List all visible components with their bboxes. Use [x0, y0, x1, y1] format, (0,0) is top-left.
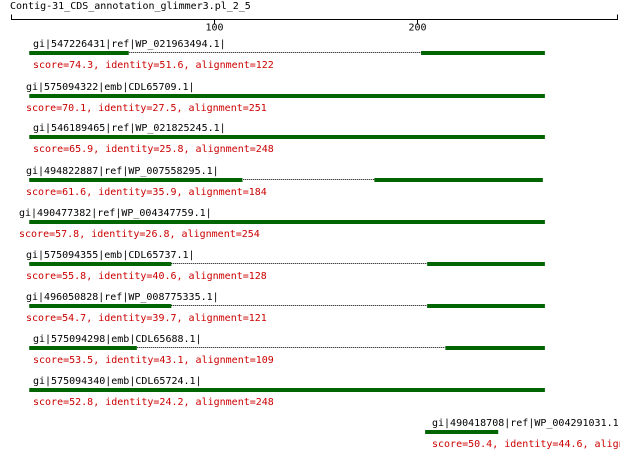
hit-list: gi|547226431|ref|WP_021963494.1| score=74… — [19, 39, 620, 450]
hit-label: gi|494822887|ref|WP_007558295.1| — [26, 166, 219, 177]
hit-segment-bar — [445, 346, 545, 350]
hit-row: gi|494822887|ref|WP_007558295.1| score=61… — [26, 166, 543, 198]
hit-segment-bar — [29, 178, 243, 182]
axis-tick-label: 100 — [205, 23, 223, 34]
hit-segment-bar — [374, 178, 543, 182]
hit-label: gi|575094355|emb|CDL65737.1| — [26, 250, 195, 261]
hit-score: score=70.1, identity=27.5, alignment=251 — [26, 103, 267, 114]
hit-row: gi|490477382|ref|WP_004347759.1| score=57… — [19, 208, 545, 240]
hit-segment-bar — [29, 388, 545, 392]
hit-row: gi|575094322|emb|CDL65709.1| score=70.1, … — [26, 82, 545, 114]
hit-score: score=65.9, identity=25.8, alignment=248 — [33, 144, 274, 155]
hit-row: gi|490418708|ref|WP_004291031.1| score=50… — [425, 418, 620, 450]
hit-segment-bar — [29, 262, 172, 266]
hit-label: gi|575094322|emb|CDL65709.1| — [26, 82, 195, 93]
hit-segment-bar — [427, 262, 545, 266]
hit-row: gi|546189465|ref|WP_021825245.1| score=65… — [29, 123, 545, 155]
hit-label: gi|490477382|ref|WP_004347759.1| — [19, 208, 212, 219]
hit-row: gi|547226431|ref|WP_021963494.1| score=74… — [29, 39, 545, 71]
axis-tick-label: 200 — [408, 23, 426, 34]
hit-label: gi|575094298|emb|CDL65688.1| — [33, 334, 202, 345]
hit-segment-bar — [427, 304, 545, 308]
hit-row: gi|575094355|emb|CDL65737.1| score=55.8, … — [26, 250, 545, 282]
hit-score: score=55.8, identity=40.6, alignment=128 — [26, 271, 267, 282]
hit-row: gi|496050828|ref|WP_008775335.1| score=54… — [26, 292, 545, 324]
hit-segment-bar — [29, 51, 129, 55]
hit-segment-bar — [29, 135, 545, 139]
hit-row: gi|575094340|emb|CDL65724.1| score=52.8, … — [29, 376, 545, 408]
hit-score: score=74.3, identity=51.6, alignment=122 — [33, 60, 274, 71]
map-title: Contig-31_CDS_annotation_glimmer3.pl_2_5 — [10, 1, 251, 12]
hit-segment-bar — [425, 430, 499, 434]
hit-label: gi|547226431|ref|WP_021963494.1| — [33, 39, 226, 50]
hit-score: score=61.6, identity=35.9, alignment=184 — [26, 187, 267, 198]
hit-segment-bar — [29, 304, 172, 308]
hit-score: score=57.8, identity=26.8, alignment=254 — [19, 229, 260, 240]
hit-label: gi|546189465|ref|WP_021825245.1| — [33, 123, 226, 134]
hit-row: gi|575094298|emb|CDL65688.1| score=53.5, … — [29, 334, 545, 366]
hit-score: score=54.7, identity=39.7, alignment=121 — [26, 313, 267, 324]
hit-segment-bar — [29, 220, 545, 224]
hit-score: score=50.4, identity=44.6, alignment= — [432, 439, 620, 450]
hit-segment-bar — [421, 51, 545, 55]
hit-segment-bar — [29, 346, 137, 350]
hit-label: gi|496050828|ref|WP_008775335.1| — [26, 292, 219, 303]
hit-label: gi|490418708|ref|WP_004291031.1| — [432, 418, 620, 429]
hit-segment-bar — [29, 94, 545, 98]
hit-score: score=52.8, identity=24.2, alignment=248 — [33, 397, 274, 408]
hit-score: score=53.5, identity=43.1, alignment=109 — [33, 355, 274, 366]
hit-label: gi|575094340|emb|CDL65724.1| — [33, 376, 202, 387]
x-axis: 100 200 — [11, 14, 618, 34]
